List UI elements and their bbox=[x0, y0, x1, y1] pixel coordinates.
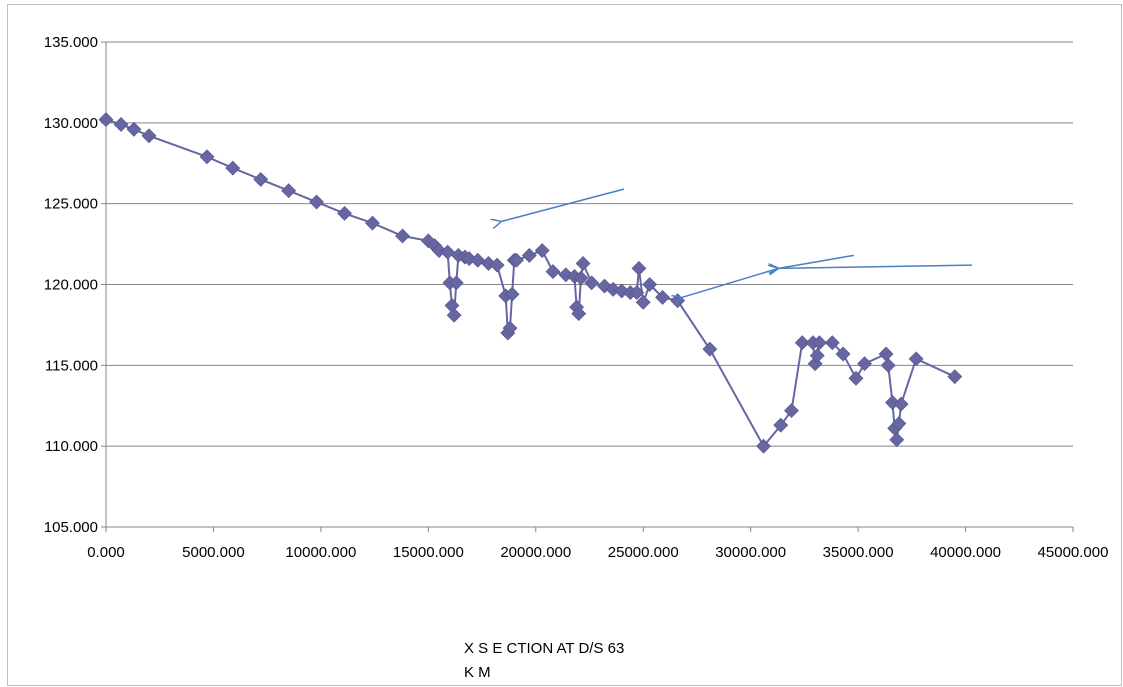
data-point bbox=[571, 306, 587, 322]
data-point bbox=[878, 346, 894, 362]
data-point bbox=[141, 128, 157, 144]
data-point bbox=[489, 257, 505, 273]
data-point bbox=[395, 228, 410, 244]
data-point bbox=[857, 356, 872, 372]
x-tick-label: 15000.000 bbox=[393, 544, 464, 561]
data-point bbox=[584, 275, 600, 291]
data-point bbox=[225, 160, 241, 176]
annotation-arrow bbox=[501, 188, 625, 221]
data-point bbox=[126, 121, 142, 137]
y-tick-label: 110.000 bbox=[45, 438, 98, 455]
x-tick-label: 45000.000 bbox=[1038, 544, 1109, 561]
x-axis-label-line-2: K M bbox=[464, 664, 491, 681]
data-point bbox=[281, 183, 297, 199]
data-point bbox=[893, 396, 909, 412]
data-point bbox=[756, 438, 771, 454]
data-point bbox=[440, 244, 456, 260]
x-axis-label-line-1: X S E CTION AT D/S 63 bbox=[464, 640, 625, 657]
x-tick-label: 10000.000 bbox=[285, 544, 356, 561]
data-point bbox=[573, 270, 589, 286]
data-point bbox=[98, 112, 114, 128]
data-point bbox=[509, 252, 524, 268]
data-point bbox=[629, 285, 645, 301]
data-point bbox=[597, 278, 612, 294]
data-point bbox=[655, 290, 670, 305]
data-point bbox=[253, 171, 269, 187]
data-point bbox=[824, 335, 840, 351]
x-tick-label: 20000.000 bbox=[500, 544, 571, 561]
data-point bbox=[502, 320, 518, 336]
y-tick-label: 125.000 bbox=[44, 196, 98, 213]
y-tick-label: 120.000 bbox=[44, 277, 98, 294]
data-point bbox=[337, 205, 352, 221]
data-point bbox=[642, 277, 658, 292]
annotation-arrow bbox=[779, 254, 854, 268]
chart-frame bbox=[7, 4, 1122, 686]
data-point bbox=[309, 194, 325, 210]
data-point bbox=[504, 286, 520, 302]
data-point bbox=[835, 346, 851, 362]
x-axis-ticks: 0.000 5000.000 10000.000 15000.000 20000.000… bbox=[87, 527, 1108, 561]
x-tick-label: 30000.000 bbox=[715, 544, 786, 561]
data-point bbox=[773, 417, 789, 433]
y-axis-ticks: 105.000 110.000 115.000 120.000 125.000 130.0… bbox=[44, 34, 106, 536]
data-point bbox=[889, 432, 905, 448]
data-point bbox=[446, 307, 462, 323]
data-point bbox=[575, 256, 591, 271]
y-tick-label: 115.000 bbox=[45, 357, 98, 374]
data-point bbox=[631, 260, 647, 276]
data-point bbox=[670, 293, 686, 309]
y-tick-label: 135.000 bbox=[44, 34, 98, 51]
data-series bbox=[98, 112, 963, 454]
data-point bbox=[521, 247, 537, 263]
data-point bbox=[812, 335, 827, 351]
data-point bbox=[848, 370, 864, 386]
x-tick-label: 0.000 bbox=[87, 544, 125, 561]
data-point bbox=[199, 149, 215, 165]
data-point bbox=[605, 281, 621, 297]
data-point bbox=[113, 117, 129, 132]
y-tick-label: 130.000 bbox=[44, 115, 98, 132]
data-point bbox=[947, 369, 963, 385]
annotations bbox=[501, 188, 973, 297]
x-tick-label: 35000.000 bbox=[823, 544, 894, 561]
annotation-arrow bbox=[779, 265, 973, 268]
x-tick-label: 40000.000 bbox=[930, 544, 1001, 561]
data-point bbox=[448, 275, 464, 291]
data-point bbox=[545, 264, 561, 279]
data-point bbox=[635, 294, 651, 310]
data-point bbox=[470, 252, 486, 268]
data-point bbox=[431, 243, 447, 258]
data-point bbox=[809, 348, 825, 364]
data-point bbox=[794, 335, 810, 351]
data-point bbox=[534, 243, 550, 258]
data-point bbox=[880, 357, 896, 373]
annotation-arrow bbox=[682, 267, 779, 297]
data-point bbox=[908, 351, 924, 367]
data-point bbox=[365, 215, 380, 231]
data-point bbox=[702, 341, 718, 357]
data-point bbox=[891, 416, 907, 431]
data-point bbox=[784, 403, 799, 419]
x-tick-label: 25000.000 bbox=[608, 544, 679, 561]
x-tick-label: 5000.000 bbox=[182, 544, 245, 561]
y-tick-label: 105.000 bbox=[44, 519, 98, 536]
